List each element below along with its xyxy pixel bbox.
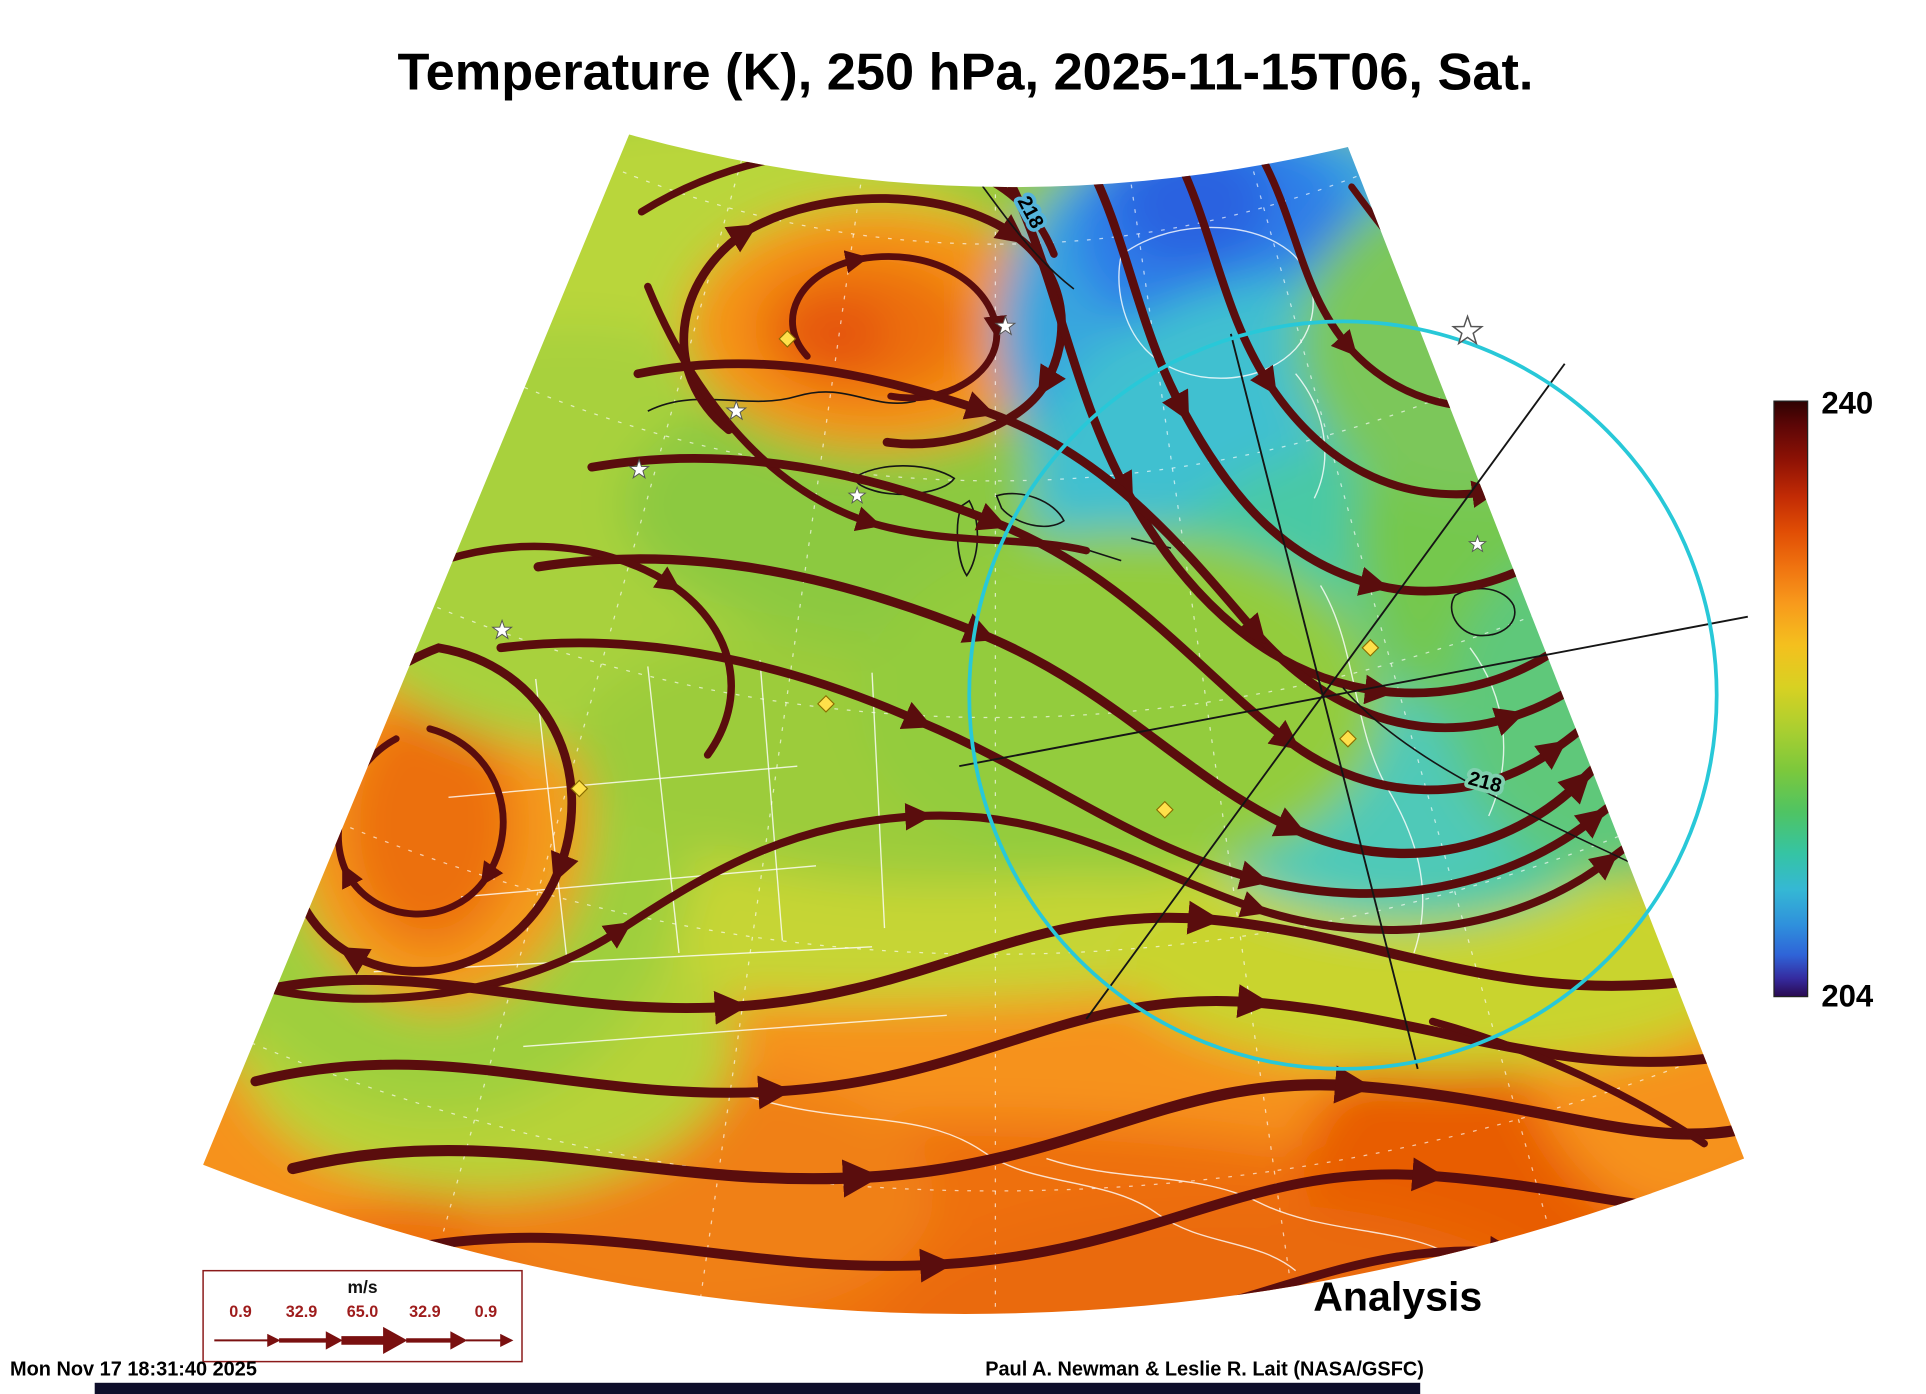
page-title: Temperature (K), 250 hPa, 2025-11-15T06,… <box>398 44 1534 102</box>
colorbar-min-label: 204 <box>1821 979 1874 1014</box>
wind-legend-units: m/s <box>348 1277 378 1297</box>
wind-legend-value: 0.9 <box>475 1303 498 1321</box>
timestamp: Mon Nov 17 18:31:40 2025 <box>10 1358 257 1380</box>
crosshair-line <box>1085 363 1566 1020</box>
bottom-bar <box>94 1382 1421 1394</box>
wind-legend-box <box>202 1269 523 1363</box>
colorbar-gradient <box>1773 400 1809 998</box>
wind-legend-value: 0.9 <box>229 1303 252 1321</box>
colorbar-max-label: 240 <box>1821 386 1873 421</box>
analysis-label: Analysis <box>1313 1274 1482 1320</box>
wind-legend-value: 65.0 <box>347 1303 379 1321</box>
crosshair-line <box>959 615 1748 768</box>
wind-legend-arrows <box>214 1326 514 1354</box>
crosshair-line <box>1229 333 1419 1070</box>
wind-legend-value: 32.9 <box>286 1303 318 1321</box>
colorbar: 240 204 <box>1773 386 1874 1014</box>
wind-speed-legend: m/s 0.9 32.9 65.0 32.9 0.9 <box>202 1269 523 1363</box>
wind-legend-value: 32.9 <box>409 1303 441 1321</box>
range-circle-overlay <box>959 319 1748 1071</box>
range-circle <box>967 319 1719 1071</box>
credit: Paul A. Newman & Leslie R. Lait (NASA/GS… <box>985 1358 1424 1380</box>
